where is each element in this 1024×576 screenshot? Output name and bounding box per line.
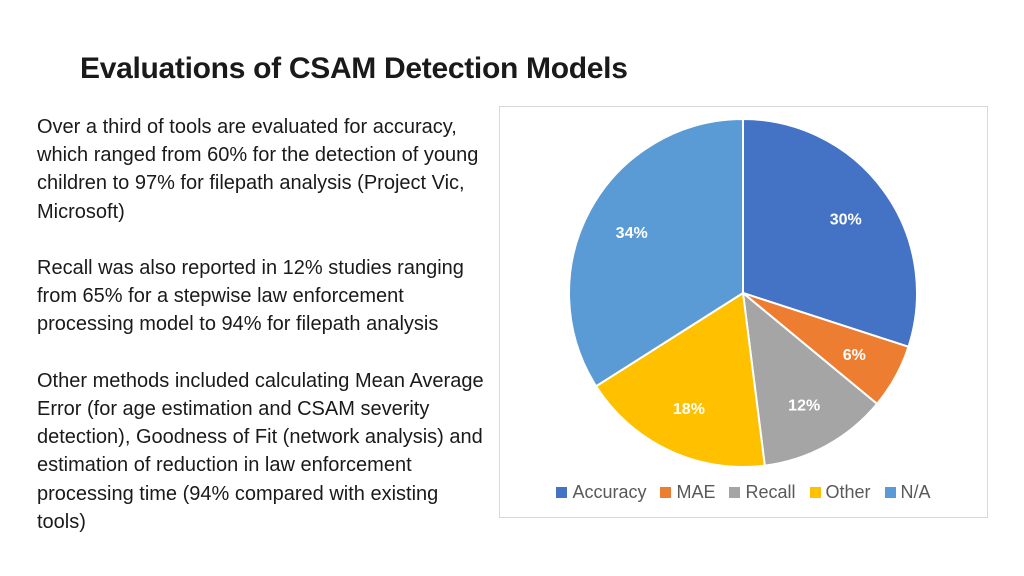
legend-label: MAE — [676, 482, 716, 502]
legend-swatch — [660, 487, 672, 498]
chart-legend: Accuracy MAE Recall Other N/A — [500, 482, 987, 503]
paragraph-other-methods: Other methods included calculating Mean … — [37, 369, 484, 533]
legend-item-mae: MAE — [660, 482, 715, 503]
pie-slices — [568, 117, 918, 468]
pie-data-labels: 30% 6% 12% 18% 34% — [616, 211, 866, 418]
pie-chart-plot: 30% 6% 12% 18% 34% — [568, 117, 918, 468]
legend-item-other: Other — [809, 482, 871, 503]
data-label-recall: 12% — [788, 397, 820, 414]
legend-label: Other — [825, 482, 871, 502]
legend-label: Accuracy — [572, 482, 647, 502]
legend-swatch — [884, 487, 896, 498]
data-label-n-a: 34% — [616, 225, 648, 242]
data-label-accuracy: 30% — [830, 211, 862, 228]
legend-swatch — [809, 487, 821, 498]
legend-label: N/A — [900, 482, 931, 502]
pie-slice-recall — [741, 290, 879, 467]
paragraph-recall: Recall was also reported in 12% studies … — [37, 257, 464, 336]
legend-swatch — [729, 487, 741, 498]
pie-slice-n-a — [568, 117, 744, 388]
paragraph-accuracy: Over a third of tools are evaluated for … — [37, 116, 479, 223]
legend-item-recall: Recall — [729, 482, 796, 503]
body-text: Over a third of tools are evaluated for … — [37, 113, 487, 564]
legend-swatch — [556, 487, 568, 498]
slide-title: Evaluations of CSAM Detection Models — [80, 52, 628, 85]
data-label-other: 18% — [673, 401, 705, 418]
pie-slice-accuracy — [742, 117, 918, 349]
legend-item-n-a: N/A — [884, 482, 931, 503]
pie-chart: 30% 6% 12% 18% 34% Accuracy MAE Recall Other N/A — [499, 106, 988, 518]
legend-label: Recall — [745, 482, 796, 502]
legend-item-accuracy: Accuracy — [556, 482, 646, 503]
data-label-mae: 6% — [843, 347, 866, 364]
pie-slice-other — [594, 291, 766, 468]
